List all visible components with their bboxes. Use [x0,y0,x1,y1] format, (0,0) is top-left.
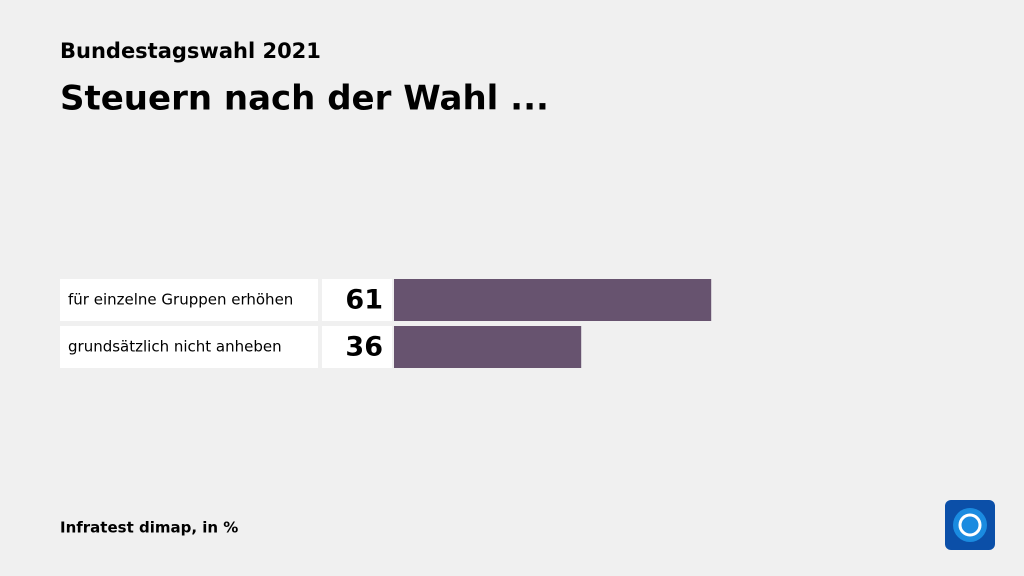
label-cell [60,326,318,368]
source: Infratest dimap, in % [60,519,238,537]
logo-circle [953,508,987,542]
category-label: für einzelne Gruppen erhöhen [68,291,293,309]
value-label: 36 [345,332,383,363]
value-cell [322,326,392,368]
value-label: 61 [345,285,383,316]
value-cell [322,279,392,321]
category-label: grundsätzlich nicht anheben [68,338,282,356]
chart-title: Steuern nach der Wahl ... [60,79,549,119]
bar [394,279,712,321]
bar [394,326,582,368]
logo-ring [958,513,982,537]
chart-supertitle: Bundestagswahl 2021 [60,39,321,63]
logo [945,500,995,550]
label-cell [60,279,318,321]
